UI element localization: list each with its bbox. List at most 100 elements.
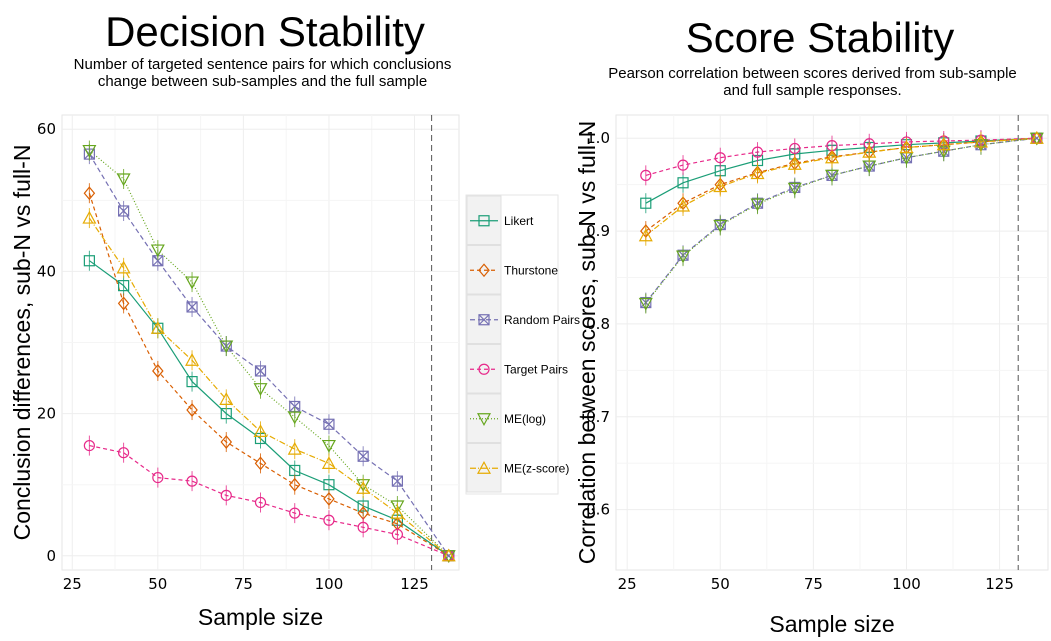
left-data-point	[323, 491, 335, 506]
left-data-point	[390, 505, 405, 519]
right-ytick-label: 0.7	[586, 408, 610, 426]
right-data-point	[677, 159, 689, 171]
right-series-line-5	[645, 137, 1037, 237]
left-data-point	[287, 441, 302, 455]
left-data-point	[391, 528, 403, 541]
left-xtick-label: 50	[148, 575, 167, 593]
left-data-point	[289, 507, 301, 519]
right-data-point	[789, 142, 801, 155]
left-xtick-label: 100	[315, 575, 344, 593]
left-chart: 25 50 75 100 125 0 20 40 60 Sample size Conclusion…	[9, 114, 580, 630]
left-y-axis-label: Conclusion differences, sub-N vs full-N	[9, 145, 35, 541]
legend-entry-label: ME(z-score)	[504, 461, 569, 475]
left-data-point	[356, 480, 371, 494]
right-data-point	[824, 169, 840, 183]
right-data-point	[676, 250, 691, 264]
left-data-point	[186, 403, 198, 417]
right-data-point	[787, 182, 802, 196]
left-x-axis-label: Sample size	[198, 604, 323, 630]
left-data-point	[219, 392, 234, 405]
legend-entry-label: Likert	[504, 214, 534, 228]
right-chart-title: Score Stability	[685, 14, 955, 61]
left-chart-title: Decision Stability	[105, 8, 425, 55]
left-data-point	[357, 521, 369, 533]
right-data-point	[862, 144, 877, 158]
left-data-point	[82, 144, 97, 158]
right-ytick-label: 1.0	[586, 129, 610, 147]
left-data-point	[152, 364, 164, 378]
right-data-point	[714, 152, 726, 164]
legend-entry-label: Random Pairs	[504, 313, 580, 327]
right-data-point	[640, 197, 652, 209]
left-data-point	[82, 210, 97, 224]
right-data-point	[1029, 130, 1044, 144]
left-data-point	[220, 489, 232, 501]
left-subtitle-line-2: change between sub-samples and the full …	[97, 73, 428, 90]
right-data-point	[677, 177, 689, 189]
right-y-axis-label: Correlation between scores, sub-N vs ful…	[574, 121, 600, 565]
left-data-point	[152, 255, 164, 267]
right-subtitle-line-1: Pearson correlation between scores deriv…	[608, 65, 1017, 82]
left-ytick-label: 0	[46, 547, 56, 565]
left-data-point	[118, 205, 130, 217]
right-data-point	[713, 219, 728, 233]
right-series-line-2	[645, 137, 1037, 303]
left-data-point	[186, 301, 198, 313]
left-data-point	[150, 321, 165, 334]
left-subtitle-line-1: Number of targeted sentence pairs for wh…	[73, 56, 452, 73]
left-data-point	[185, 353, 200, 366]
legend-key	[466, 393, 502, 443]
right-plot-panel	[615, 114, 1049, 571]
legend-entry-label: Thurstone	[504, 263, 558, 277]
right-xtick-label: 75	[804, 575, 823, 593]
legend-key-marker	[476, 413, 492, 427]
right-data-point	[824, 150, 840, 164]
legend-entry-label: ME(log)	[504, 412, 546, 426]
left-data-point	[391, 475, 403, 487]
left-data-point	[219, 340, 234, 354]
left-data-point	[254, 496, 267, 509]
right-data-point	[899, 140, 914, 154]
right-data-point	[787, 156, 802, 170]
left-data-point	[116, 173, 131, 187]
legend-key-marker	[478, 363, 490, 375]
left-data-point	[254, 365, 267, 377]
right-data-point	[713, 179, 728, 193]
left-ytick-label: 20	[37, 405, 56, 423]
right-chart-subtitle: Pearson correlation between scores deriv…	[580, 65, 1045, 99]
left-data-point	[253, 383, 268, 396]
left-series-line-2	[88, 153, 450, 557]
right-ytick-label: 0.8	[586, 315, 610, 333]
left-ytick-label: 40	[37, 262, 56, 280]
right-xtick-label: 50	[711, 575, 730, 593]
legend-key-marker	[478, 314, 490, 326]
legend-entry-label: Target Pairs	[504, 362, 568, 376]
left-data-point	[357, 450, 369, 462]
left-data-point	[117, 296, 130, 311]
left-xtick-label: 75	[234, 575, 253, 593]
left-xtick-label: 25	[63, 575, 82, 593]
right-data-point	[973, 134, 988, 148]
right-data-point	[640, 169, 652, 181]
legend-key-marker	[478, 263, 490, 278]
left-data-point	[118, 447, 130, 459]
left-data-point	[220, 435, 233, 449]
left-data-point	[83, 255, 95, 267]
left-data-point	[321, 456, 336, 469]
left-xtick-label: 125	[400, 575, 429, 593]
left-data-point	[288, 477, 301, 492]
right-data-point	[676, 198, 691, 212]
legend-key-marker	[478, 215, 490, 227]
right-x-axis-label: Sample size	[769, 611, 894, 637]
left-data-point	[186, 376, 198, 388]
right-data-point	[638, 297, 653, 311]
left-data-point	[152, 471, 164, 484]
left-data-point	[118, 280, 130, 292]
right-xtick-label: 125	[985, 575, 1014, 593]
left-data-point	[287, 411, 302, 425]
left-data-point	[116, 260, 131, 274]
right-ytick-label: 0.9	[586, 222, 610, 240]
left-data-point	[83, 439, 95, 452]
left-chart-subtitle: Number of targeted sentence pairs for wh…	[30, 56, 495, 90]
